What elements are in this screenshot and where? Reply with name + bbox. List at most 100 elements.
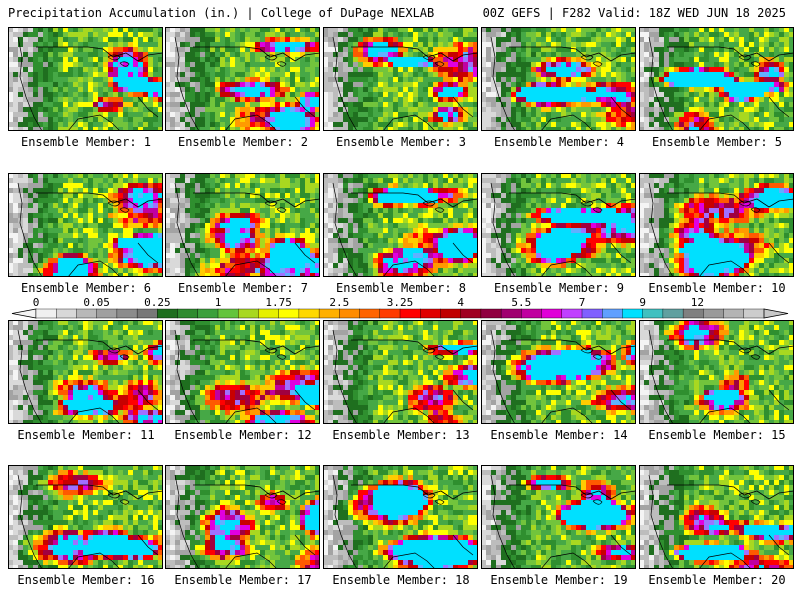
precip-map xyxy=(323,173,478,277)
ensemble-map-panel xyxy=(639,465,794,569)
coastline-outline xyxy=(174,36,316,131)
panel-frame xyxy=(481,27,636,131)
coastline-outline xyxy=(490,182,632,277)
precip-map xyxy=(481,173,636,277)
ensemble-map-panel xyxy=(8,320,163,424)
colorbar-tick-label: 3.25 xyxy=(386,296,414,309)
colorbar-swatch xyxy=(136,308,158,319)
colorbar-swatch xyxy=(339,308,361,319)
coastline-outline xyxy=(490,474,632,569)
country-border-line xyxy=(193,46,320,62)
precip-map xyxy=(8,320,163,424)
country-border-line xyxy=(36,192,163,208)
precip-map xyxy=(481,27,636,131)
model-run-info: 00Z GEFS | F282 Valid: 18Z WED JUN 18 20… xyxy=(482,6,786,20)
panel-frame xyxy=(639,173,794,277)
colorbar-swatch xyxy=(379,308,401,319)
great-lakes-outline xyxy=(580,347,603,360)
precip-map xyxy=(639,27,794,131)
colorbar-swatch xyxy=(602,308,623,319)
panel-frame xyxy=(8,465,163,569)
country-border-line xyxy=(351,192,478,208)
colorbar-swatch xyxy=(460,308,482,319)
panel-frame xyxy=(165,173,320,277)
great-lakes-outline xyxy=(264,54,287,67)
ensemble-member-label: Ensemble Member: 15 xyxy=(648,428,786,442)
colorbar-swatch xyxy=(682,308,704,319)
colorbar-swatch xyxy=(622,308,644,319)
precip-map xyxy=(323,465,478,569)
colorbar-swatch xyxy=(35,308,57,319)
coastline-outline xyxy=(648,182,790,277)
precip-map xyxy=(8,27,163,131)
colorbar-swatch xyxy=(399,308,421,319)
great-lakes-outline xyxy=(738,492,761,505)
colorbar-swatch xyxy=(157,308,179,319)
country-border-line xyxy=(36,339,163,355)
ensemble-map-panel xyxy=(481,27,636,131)
colorbar-right-arrow xyxy=(763,308,789,319)
ensemble-map-panel xyxy=(639,27,794,131)
country-border-line xyxy=(193,484,320,500)
coastline-outline xyxy=(17,474,159,569)
precip-map xyxy=(165,465,320,569)
panel-frame xyxy=(165,320,320,424)
great-lakes-outline xyxy=(422,492,445,505)
ensemble-map-panel xyxy=(165,27,320,131)
country-border-line xyxy=(351,46,478,62)
colorbar-swatch xyxy=(76,308,98,319)
colorbar-left-arrow xyxy=(11,308,37,319)
panel-frame xyxy=(639,27,794,131)
coastline-outline xyxy=(174,182,316,277)
ensemble-map-panel xyxy=(165,320,320,424)
precip-map xyxy=(639,465,794,569)
great-lakes-outline xyxy=(107,492,130,505)
precip-map xyxy=(165,320,320,424)
panel-frame xyxy=(8,27,163,131)
precip-map xyxy=(481,465,636,569)
colorbar-swatch xyxy=(541,308,563,319)
great-lakes-outline xyxy=(107,347,130,360)
colorbar-tick-label: 0.25 xyxy=(144,296,171,309)
ensemble-map-panel xyxy=(481,320,636,424)
great-lakes-outline xyxy=(264,492,287,505)
great-lakes-outline xyxy=(107,54,130,67)
ensemble-map-panel xyxy=(639,320,794,424)
great-lakes-outline xyxy=(264,200,287,213)
ensemble-map-panel xyxy=(323,173,478,277)
panel-frame xyxy=(323,27,478,131)
ensemble-map-panel xyxy=(323,27,478,131)
coastline-outline xyxy=(174,474,316,569)
country-border-line xyxy=(193,339,320,355)
great-lakes-outline xyxy=(264,347,287,360)
ensemble-member-label: Ensemble Member: 10 xyxy=(648,281,786,295)
country-border-line xyxy=(36,484,163,500)
colorbar-swatch xyxy=(96,308,118,319)
coastline-outline xyxy=(332,329,474,424)
colorbar-swatch xyxy=(561,308,583,319)
precip-map xyxy=(8,173,163,277)
colorbar-swatch xyxy=(662,308,684,319)
precip-map xyxy=(165,27,320,131)
ensemble-member-label: Ensemble Member: 14 xyxy=(490,428,628,442)
precip-map xyxy=(481,320,636,424)
colorbar-swatch xyxy=(217,308,239,319)
colorbar-swatch xyxy=(521,308,543,319)
panel-frame xyxy=(8,320,163,424)
ensemble-member-label: Ensemble Member: 3 xyxy=(335,135,467,149)
ensemble-member-label: Ensemble Member: 12 xyxy=(174,428,312,442)
coastline-outline xyxy=(332,474,474,569)
great-lakes-outline xyxy=(580,200,603,213)
great-lakes-outline xyxy=(422,54,445,67)
colorbar-tick-label: 0 xyxy=(32,296,40,309)
panel-frame xyxy=(323,465,478,569)
panel-frame xyxy=(481,320,636,424)
colorbar-tick-label: 9 xyxy=(639,296,646,309)
colorbar-tick-label: 12 xyxy=(690,296,704,309)
ensemble-member-label: Ensemble Member: 9 xyxy=(493,281,625,295)
colorbar-swatch xyxy=(420,308,441,319)
colorbar-tick-label: 0.05 xyxy=(83,296,110,309)
ensemble-member-label: Ensemble Member: 7 xyxy=(177,281,309,295)
panel-frame xyxy=(323,173,478,277)
colorbar-swatch xyxy=(743,308,765,319)
